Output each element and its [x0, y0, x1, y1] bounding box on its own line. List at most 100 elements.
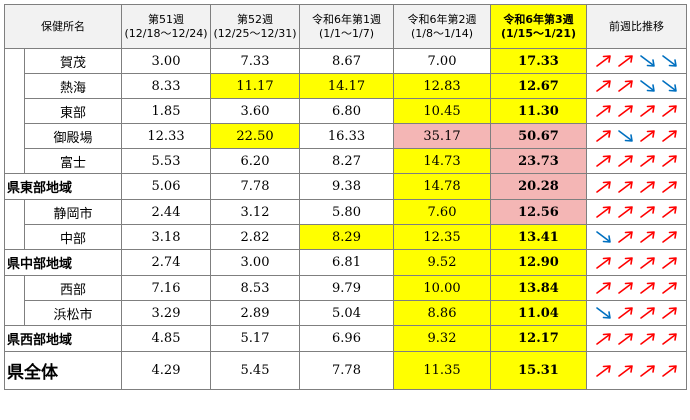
week2-value: 10.00 — [393, 275, 491, 301]
week52-value: 3.00 — [210, 249, 300, 276]
arrow-up-right-icon — [617, 307, 633, 319]
arrow-up-right-icon — [617, 282, 633, 294]
header-trend: 前週比推移 — [586, 4, 687, 49]
arrow-up-right-icon — [661, 130, 677, 142]
arrow-up-right-icon — [639, 332, 655, 345]
header-week1-title: 令和6年第1週 — [312, 12, 381, 26]
arrow-up-right-icon — [595, 282, 611, 294]
office-row: 中部 3.18 2.82 8.29 12.35 13.41 — [4, 224, 687, 250]
week52-value: 22.50 — [210, 123, 300, 149]
region-name: 県東部地域 — [4, 173, 122, 200]
week51-value: 2.44 — [121, 199, 211, 225]
week51-value: 3.29 — [121, 300, 211, 326]
indent-cell — [4, 148, 25, 174]
trend-arrows — [586, 275, 687, 301]
arrow-up-right-icon — [617, 231, 633, 243]
header-week52: 第52週 (12/25～12/31) — [210, 4, 300, 49]
week3-value: 20.28 — [490, 173, 587, 200]
office-name: 東部 — [24, 98, 122, 124]
arrow-up-right-icon — [639, 130, 655, 142]
week2-value: 12.35 — [393, 224, 491, 250]
week3-value: 15.31 — [490, 351, 587, 390]
arrow-down-right-icon — [617, 130, 633, 142]
arrow-down-right-icon — [595, 231, 611, 243]
week2-value: 9.32 — [393, 325, 491, 352]
arrow-up-right-icon — [595, 155, 611, 167]
week1-value: 6.81 — [299, 249, 394, 276]
arrow-up-right-icon — [661, 231, 677, 243]
office-row: 御殿場 12.33 22.50 16.33 35.17 50.67 — [4, 123, 687, 149]
week2-value: 35.17 — [393, 123, 491, 149]
indent-cell — [4, 224, 25, 250]
week51-value: 8.33 — [121, 73, 211, 99]
arrow-up-right-icon — [661, 206, 677, 218]
week52-value: 7.78 — [210, 173, 300, 200]
week51-value: 3.00 — [121, 48, 211, 74]
week52-value: 3.12 — [210, 199, 300, 225]
header-week51-range: (12/18～12/24) — [124, 26, 208, 40]
trend-arrows — [586, 325, 687, 352]
arrow-up-right-icon — [617, 80, 633, 92]
header-week2-range: (1/8～1/14) — [411, 26, 473, 40]
arrow-up-right-icon — [617, 364, 633, 377]
week51-value: 7.16 — [121, 275, 211, 301]
arrow-up-right-icon — [639, 206, 655, 218]
week1-value: 6.80 — [299, 98, 394, 124]
trend-arrows — [586, 123, 687, 149]
week2-value: 8.86 — [393, 300, 491, 326]
influenza-report-table: 保健所名 第51週 (12/18～12/24) 第52週 (12/25～12/31)… — [4, 4, 687, 390]
office-name: 西部 — [24, 275, 122, 301]
week1-value: 8.29 — [299, 224, 394, 250]
arrow-up-right-icon — [661, 332, 677, 345]
arrow-down-right-icon — [595, 307, 611, 319]
indent-cell — [4, 275, 25, 301]
header-week1: 令和6年第1週 (1/1～1/7) — [299, 4, 394, 49]
week51-value: 2.74 — [121, 249, 211, 276]
header-week3: 令和6年第3週 (1/15～1/21) — [490, 4, 587, 49]
region-name: 県西部地域 — [4, 325, 122, 352]
week2-value: 14.73 — [393, 148, 491, 174]
header-week3-range: (1/15～1/21) — [500, 26, 576, 40]
week2-value: 11.35 — [393, 351, 491, 390]
week1-value: 16.33 — [299, 123, 394, 149]
arrow-up-right-icon — [595, 180, 611, 193]
indent-cell — [4, 73, 25, 99]
office-row: 熱海 8.33 11.17 14.17 12.83 12.67 — [4, 73, 687, 99]
arrow-up-right-icon — [639, 155, 655, 167]
header-trend-label: 前週比推移 — [609, 19, 664, 33]
trend-arrows — [586, 48, 687, 74]
arrow-up-right-icon — [639, 231, 655, 243]
trend-arrows — [586, 98, 687, 124]
week2-value: 12.83 — [393, 73, 491, 99]
arrow-down-right-icon — [639, 55, 655, 67]
week3-value: 17.33 — [490, 48, 587, 74]
office-name: 静岡市 — [24, 199, 122, 225]
header-week2-title: 令和6年第2週 — [407, 12, 477, 26]
trend-arrows — [586, 173, 687, 200]
week1-value: 14.17 — [299, 73, 394, 99]
trend-arrows — [586, 351, 687, 390]
region-name: 県中部地域 — [4, 249, 122, 276]
week1-value: 5.80 — [299, 199, 394, 225]
arrow-up-right-icon — [617, 105, 633, 117]
indent-cell — [4, 123, 25, 149]
header-week2: 令和6年第2週 (1/8～1/14) — [393, 4, 491, 49]
office-row: 浜松市 3.29 2.89 5.04 8.86 11.04 — [4, 300, 687, 326]
week1-value: 7.78 — [299, 351, 394, 390]
indent-cell — [4, 98, 25, 124]
header-week52-range: (12/25～12/31) — [213, 26, 297, 40]
indent-cell — [4, 48, 25, 74]
week51-value: 5.06 — [121, 173, 211, 200]
week52-value: 5.45 — [210, 351, 300, 390]
office-name: 熱海 — [24, 73, 122, 99]
week1-value: 9.38 — [299, 173, 394, 200]
region-row: 県中部地域 2.74 3.00 6.81 9.52 12.90 — [4, 249, 687, 276]
week3-value: 12.56 — [490, 199, 587, 225]
arrow-up-right-icon — [595, 256, 611, 269]
region-row: 県東部地域 5.06 7.78 9.38 14.78 20.28 — [4, 173, 687, 200]
arrow-down-right-icon — [661, 55, 677, 67]
trend-arrows — [586, 199, 687, 225]
week52-value: 8.53 — [210, 275, 300, 301]
week51-value: 12.33 — [121, 123, 211, 149]
